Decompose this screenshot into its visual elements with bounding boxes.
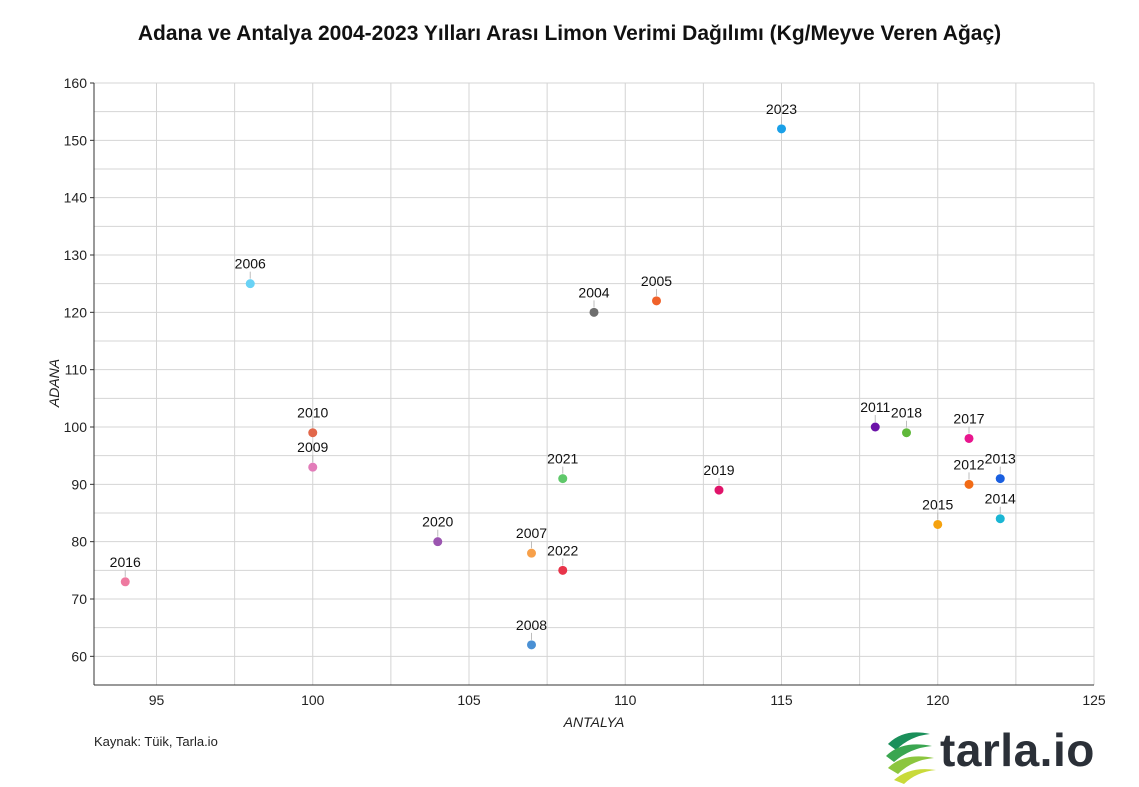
data-point [964,433,974,443]
source-note: Kaynak: Tüik, Tarla.io [94,734,218,749]
point-label: 2007 [516,525,547,541]
data-point [933,519,943,529]
point-label: 2011 [860,399,890,415]
point-label: 2006 [235,256,266,272]
point-label: 2005 [641,273,672,289]
grid-layer [94,82,1095,685]
y-tick-label: 110 [65,362,88,378]
data-point [527,548,536,558]
point-label: 2015 [922,496,953,512]
point-label: 2017 [953,410,984,426]
y-tick-label: 90 [71,476,87,492]
y-tick-label: 160 [64,75,88,91]
x-tick-label: 95 [149,692,165,708]
data-point [308,462,318,472]
data-point [308,428,318,438]
data-point [995,474,1005,484]
x-tick-label: 120 [926,692,950,708]
x-tick-label: 100 [301,692,325,708]
point-label: 2023 [766,101,797,117]
data-point [558,474,568,484]
logo-text: tarla.io [940,724,1095,776]
data-point [527,640,536,650]
data-point [870,422,880,432]
x-tick-label: 125 [1082,692,1106,708]
point-label: 2019 [703,462,734,478]
tarla-leaf-icon [886,732,936,784]
y-axis-title: ADANA [46,359,62,408]
data-point [777,124,786,134]
y-tick-label: 80 [71,534,87,550]
point-label: 2009 [297,439,328,455]
point-label: 2012 [953,456,984,472]
x-tick-label: 115 [770,692,793,708]
y-tick-label: 150 [64,132,88,148]
point-layer [120,124,1005,650]
point-label: 2021 [547,451,578,467]
point-label: 2014 [985,491,1016,507]
x-tick-label: 110 [614,692,637,708]
x-axis-title: ANTALYA [563,714,625,730]
data-point [589,307,599,317]
point-label: 2008 [516,617,547,633]
data-point [714,485,724,495]
data-point [652,296,661,306]
y-tick-label: 130 [64,247,88,263]
data-point [902,428,911,438]
data-point [964,479,974,489]
y-tick-label: 120 [64,304,88,320]
point-label: 2010 [297,405,328,421]
x-tick-label: 105 [457,692,481,708]
point-label: 2022 [547,542,578,558]
y-tick-label: 60 [71,648,87,664]
point-label: 2020 [422,514,453,530]
point-label: 2018 [891,405,922,421]
data-point [433,537,443,547]
data-point [245,279,255,289]
data-point [120,577,130,587]
y-tick-label: 70 [71,591,87,607]
y-tick-label: 140 [64,190,88,206]
data-point [558,565,568,575]
point-label: 2016 [110,554,141,570]
point-label: 2013 [985,451,1016,467]
y-tick-label: 100 [64,419,88,435]
tarla-logo: tarla.io [884,722,1094,784]
data-point [995,514,1005,524]
axis-layer: 95 100 105 110 115 120 125 60 70 80 90 100 110 120 130… [64,75,1106,708]
point-label-layer: 2004 2005 2006 2007 2008 2009 2010 2011 2012 2013… [110,101,1016,640]
chart-title: Adana ve Antalya 2004-2023 Yılları Arası… [137,22,1002,45]
point-label: 2004 [578,284,609,300]
